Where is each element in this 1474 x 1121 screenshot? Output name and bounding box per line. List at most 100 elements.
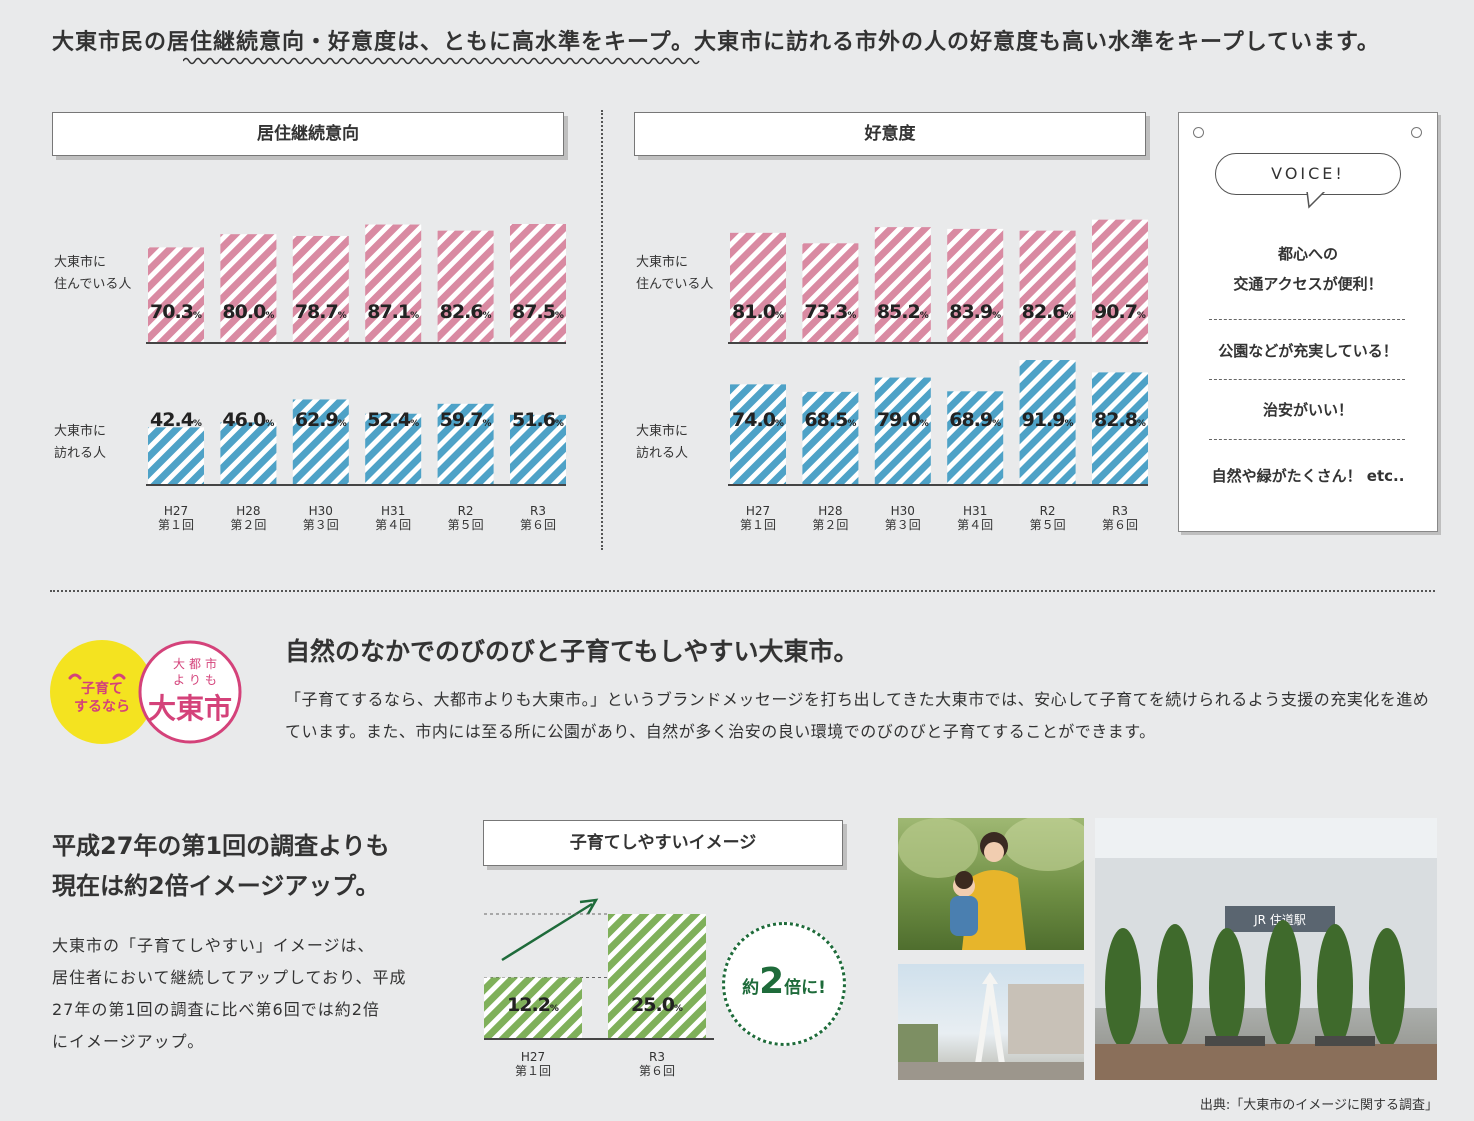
resident-value-label: 80.0%: [222, 301, 275, 323]
chart-1-x-tick-label: H31 第４回: [957, 504, 994, 532]
resident-bar: [1019, 230, 1076, 343]
chart-1-x-tick-label: H30 第３回: [884, 504, 921, 532]
badge-pre: 約: [742, 978, 760, 998]
resident-bar: [802, 243, 859, 343]
resident-bar: [292, 235, 349, 343]
voice-separator: [1209, 379, 1405, 380]
resident-bar: [148, 247, 204, 343]
chart-1-x-tick-label: R3 第６回: [1101, 504, 1138, 532]
chart-1-x-tick-label: H28 第２回: [812, 504, 849, 532]
photo-station-illustration: JR 住道駅: [1095, 818, 1437, 1080]
visitor-value-label: 46.0%: [222, 409, 275, 431]
visitor-bar: [1019, 360, 1076, 485]
residence-visitor-label: 大東市に 訪れる人: [54, 421, 106, 465]
visitor-bar: [437, 403, 494, 485]
voice-separator: [1209, 439, 1405, 440]
resident-value-label: 87.1%: [367, 301, 420, 323]
photo-monument: [898, 964, 1084, 1080]
visitor-value-label: 91.9%: [1021, 409, 1074, 431]
childcare-bars: [484, 913, 714, 1040]
source-note: 出典:「大東市のイメージに関する調査」: [1199, 1098, 1438, 1113]
resident-value-label: 73.3%: [804, 301, 857, 323]
chart-1-x-tick-label: R2 第５回: [1029, 504, 1066, 532]
double-badge: 約2倍に!: [722, 922, 846, 1046]
section-divider: [50, 590, 1435, 592]
visitor-bar: [730, 384, 786, 485]
resident-value-label: 82.6%: [439, 301, 492, 323]
badge-post: 倍に!: [784, 978, 826, 998]
visitor-value-label: 82.8%: [1094, 409, 1146, 431]
childcare-bar: [608, 914, 706, 1038]
visitor-value-label: 68.5%: [804, 409, 857, 431]
pin-icon: [1193, 127, 1204, 138]
visitor-value-label: 42.4%: [150, 409, 202, 431]
voice-item-safety: 治安がいい！: [1262, 401, 1353, 419]
chart-0-x-tick-label: H28 第２回: [230, 504, 267, 532]
chart-0-bars: [146, 224, 566, 486]
resident-bar: [437, 230, 494, 343]
visitor-value-label: 74.0%: [732, 409, 784, 431]
photo-mother-child-illustration: [898, 818, 1084, 950]
favor-visitor-label: 大東市に 訪れる人: [636, 421, 688, 465]
childcare-panel-title: 子育てしやすいイメージ: [483, 820, 843, 866]
resident-bar: [874, 227, 931, 343]
resident-value-label: 87.5%: [512, 301, 564, 323]
resident-value-label: 78.7%: [294, 301, 347, 323]
speech-tail-icon: [1306, 191, 1328, 209]
visitor-bar: [148, 427, 204, 485]
panel-divider: [601, 110, 603, 550]
visitor-value-label: 51.6%: [512, 409, 564, 431]
visitor-bar: [365, 413, 422, 485]
voice-item-access: 都心への 交通アクセスが便利！: [1179, 239, 1437, 299]
chart-0-x-tick-label: R3 第６回: [519, 504, 556, 532]
resident-label-line2: 住んでいる人: [636, 277, 714, 292]
visitor-value-label: 59.7%: [439, 409, 492, 431]
visitor-bar: [510, 414, 566, 485]
logo-pink-main: 大東市: [148, 692, 232, 725]
childcare-bar: [484, 977, 582, 1038]
childcare-value-label: 12.2%: [507, 994, 559, 1016]
visitor-bar: [292, 399, 349, 485]
brand-logo: 子育て するなら 大都市 よりも 大東市: [50, 640, 242, 744]
childcare-value-label: 25.0%: [631, 994, 683, 1016]
bottom-body-line: 27年の第1回の調査に比べ第6回では約2倍: [52, 1000, 380, 1019]
logo-yellow-line2: するなら: [74, 699, 130, 715]
childcare-x-tick-label: R3 第６回: [638, 1050, 675, 1078]
voice-item-parks: 公園などが充実している！: [1218, 342, 1398, 360]
visitor-bar: [220, 422, 277, 485]
resident-bar: [947, 228, 1004, 343]
photo-station: JR 住道駅: [1095, 818, 1437, 1080]
section-title: 自然のなかでのびのびと子育てもしやすい大東市。: [285, 637, 859, 666]
bottom-headline: 平成27年の第1回の調査よりも 現在は約2倍イメージアップ。: [52, 826, 390, 906]
photo-mother-child: [898, 818, 1084, 950]
bottom-body: 大東市の「子育てしやすい」イメージは、 居住者において継続してアップしており、平…: [52, 930, 406, 1058]
visitor-bar: [802, 391, 859, 485]
page-headline: 大東市民の居住継続意向・好意度は、ともに高水準をキープ。大東市に訪れる市外の人の…: [52, 30, 1380, 55]
resident-value-label: 70.3%: [150, 301, 202, 323]
bottom-headline-line1: 平成27年の第1回の調査よりも: [52, 832, 390, 860]
voice-bubble: VOICE!: [1215, 153, 1401, 195]
resident-value-label: 82.6%: [1021, 301, 1074, 323]
section-body: 「子育てするなら、大都市よりも大東市。」というブランドメッセージを打ち出してきた…: [285, 690, 1430, 741]
voice-item-line: 都心への: [1277, 245, 1338, 263]
resident-value-label: 90.7%: [1094, 301, 1146, 323]
chart-1-bars: [728, 219, 1148, 486]
chart-0-x-tick-label: H31 第４回: [375, 504, 412, 532]
visitor-label-line2: 訪れる人: [636, 446, 689, 461]
station-sign: JR 住道駅: [1253, 913, 1306, 927]
residence-resident-label: 大東市に 住んでいる人: [54, 252, 131, 296]
visitor-label-line1: 大東市に: [636, 424, 689, 439]
visitor-value-label: 79.0%: [876, 409, 929, 431]
chart-0-x-tick-label: H27 第１回: [157, 504, 194, 532]
resident-label-line1: 大東市に: [54, 255, 107, 270]
badge-num: 2: [759, 961, 785, 1002]
resident-value-label: 81.0%: [732, 301, 784, 323]
bottom-body-line: 居住者において継続してアップしており、平成: [52, 968, 407, 987]
resident-bar: [365, 224, 422, 343]
resident-label-line1: 大東市に: [636, 255, 689, 270]
resident-value-label: 85.2%: [876, 301, 929, 323]
visitor-bar: [874, 377, 931, 485]
voice-item-nature: 自然や緑がたくさん！ etc..: [1211, 467, 1405, 485]
visitor-value-label: 62.9%: [294, 409, 347, 431]
pin-icon: [1411, 127, 1422, 138]
